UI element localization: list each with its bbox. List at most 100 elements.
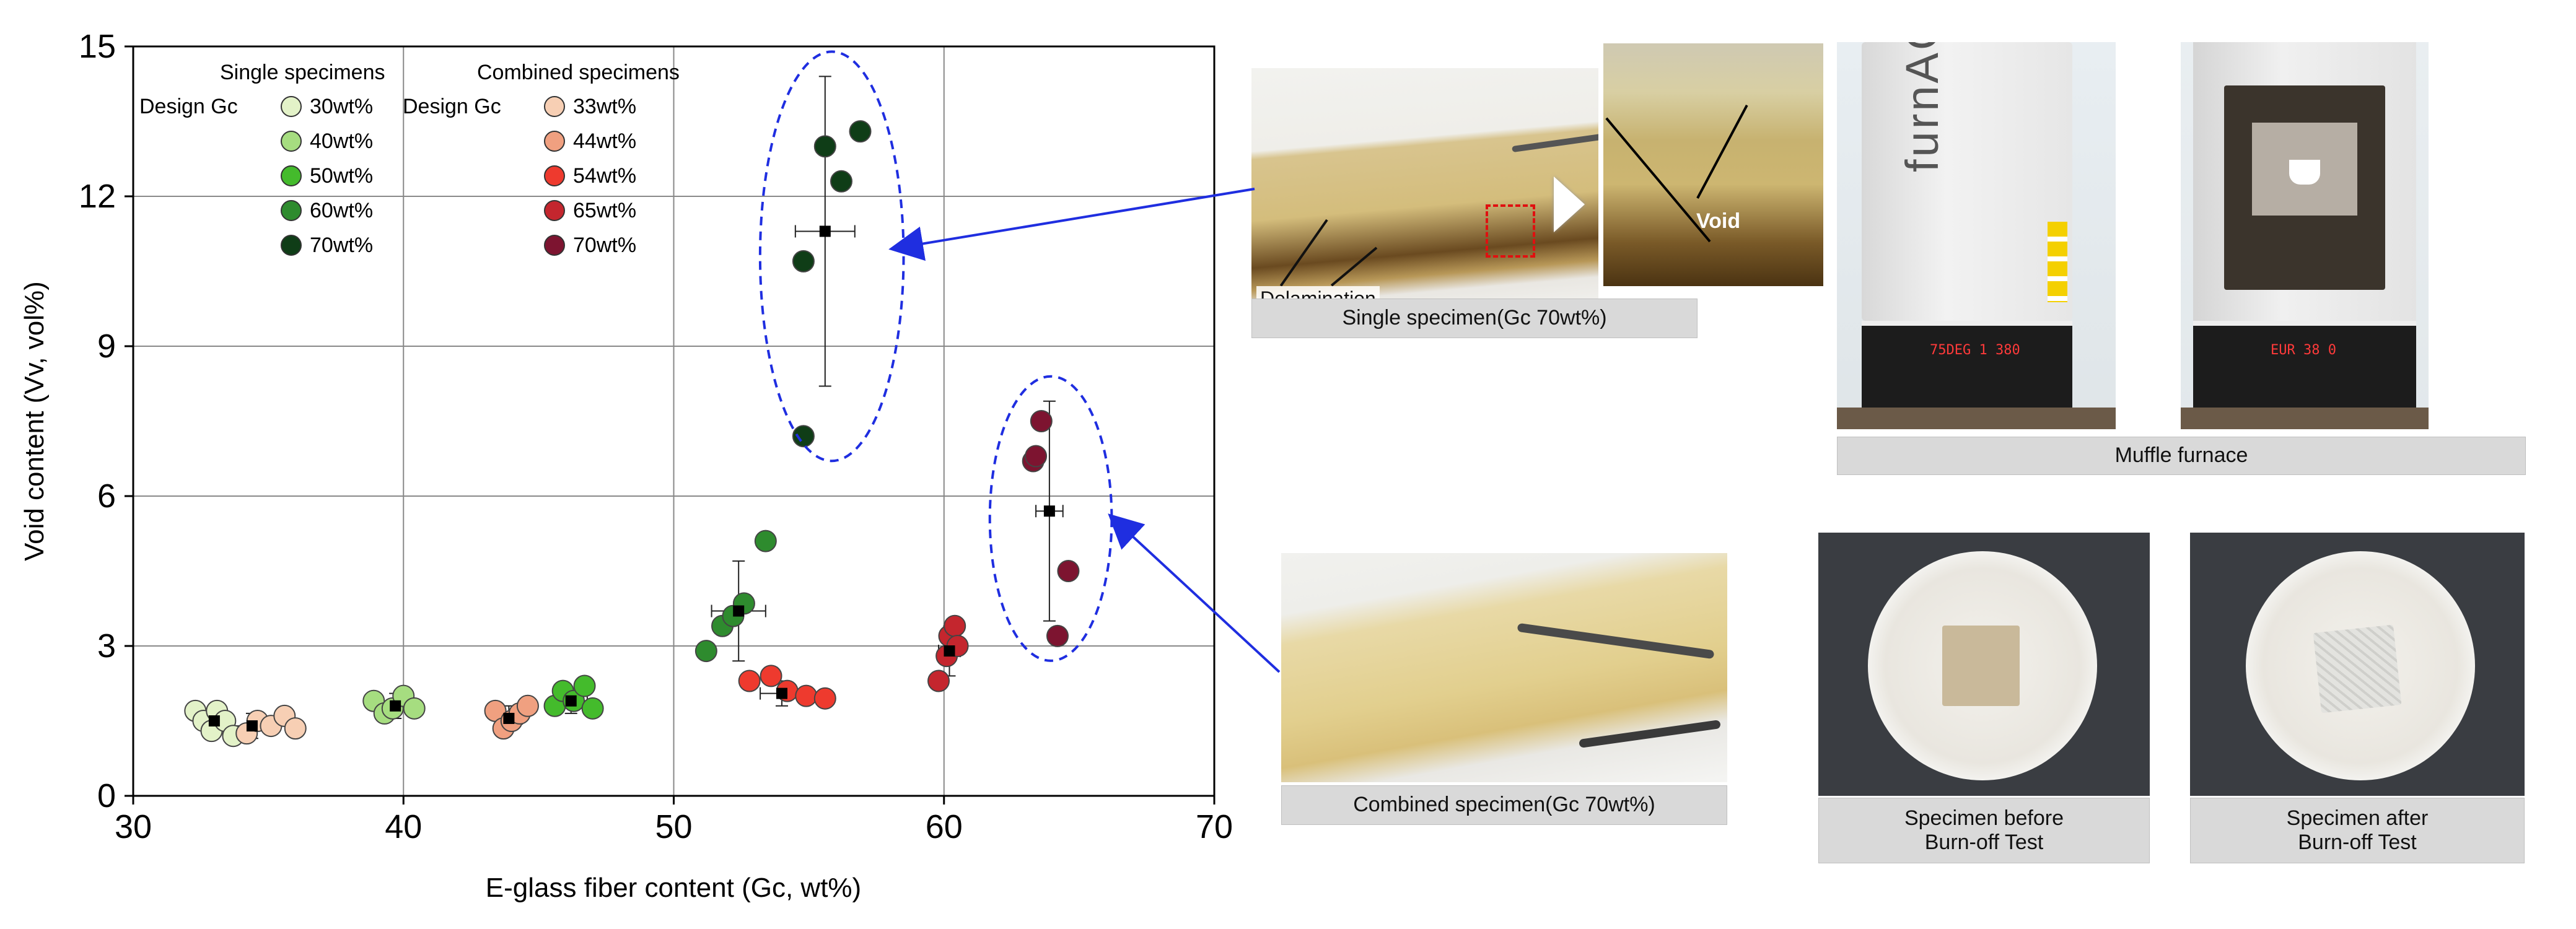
data-point [403,697,426,720]
x-tick-label: 30 [115,808,152,845]
data-point [813,135,836,158]
x-tick-label: 50 [655,808,692,845]
data-point [1046,624,1069,647]
furnace-body [1862,42,2072,321]
legend-marker [281,200,302,221]
combined-70-ellipse [988,375,1113,662]
mean-marker [565,695,577,707]
data-point [830,170,852,193]
after-burnoff-photo [2190,533,2525,796]
mean-marker [503,712,515,724]
y-tick-label: 12 [79,178,116,215]
mean-marker [819,225,831,237]
legend-entry-label: 33wt% [573,95,636,118]
furnace-panel: furnACE 75DEG 1 380 EUR 38 0 Muffle furn… [1837,42,2526,476]
y-tick-label: 6 [97,478,116,515]
before-caption: Specimen before Burn-off Test [1818,798,2150,863]
single-specimen-photo: Delamination [1251,68,1598,316]
data-point [516,694,539,717]
delamination-arrow-2 [1330,246,1378,287]
legend-combined-title: Combined specimens [477,61,680,84]
legend-marker [544,200,565,221]
combined-caption: Combined specimen(Gc 70wt%) [1281,785,1727,825]
y-tick-label: 0 [97,777,116,814]
zoom-arrow-icon [1554,177,1585,232]
furnace-base [1837,408,2116,429]
x-tick-label: 40 [385,808,422,845]
mean-marker [733,605,745,617]
void-label: Void [1696,209,1741,233]
void-arrow-1 [1696,104,1748,199]
legend-entry-label: 65wt% [573,199,636,222]
x-tick-label: 70 [1196,808,1233,845]
tweezers-shape [1579,720,1721,748]
before-burnoff-panel: Specimen before Burn-off Test [1818,533,2150,864]
legend-entry-label: 44wt% [573,129,636,153]
mean-markers [208,225,1055,732]
furnace-base [2181,408,2429,429]
y-tick-label: 15 [79,28,116,65]
data-point [694,640,717,663]
data-point [849,120,872,143]
furnace-display-1: 75DEG 1 380 [1930,342,2020,358]
combined-specimen-panel: Combined specimen(Gc 70wt%) [1281,553,1727,826]
furnace-closed-photo: furnACE 75DEG 1 380 [1837,42,2116,429]
legend-marker [544,131,565,152]
delamination-arrow-1 [1279,219,1328,287]
legend-entry-label: 70wt% [310,233,373,257]
furnace-display-2: EUR 38 0 [2271,342,2336,358]
data-point [792,425,815,448]
y-tick-label: 3 [97,627,116,665]
data-point [795,684,818,707]
specimen-after [2313,624,2402,713]
mean-marker [776,687,787,699]
data-point [1057,560,1080,582]
legend-combined: Combined specimens Design Gc 33wt% 44wt% 5… [403,61,680,257]
legend-marker [544,96,565,117]
legend-marker [544,165,565,186]
single-caption: Single specimen(Gc 70wt%) [1251,299,1698,338]
data-point [573,674,596,697]
data-point [754,530,777,552]
data-point [813,687,836,710]
furnace-control-panel [1862,321,2072,412]
void-closeup-frame: Void [1603,43,1823,286]
warning-labels [2048,222,2067,302]
furnace-caption: Muffle furnace [1837,437,2526,475]
mean-marker [246,720,258,732]
furnace-brand: furnACE [1896,42,1948,172]
before-burnoff-photo [1818,533,2150,796]
legend-marker [544,235,565,256]
furnace-open-photo: EUR 38 0 [2181,42,2429,429]
legend-entry-label: 60wt% [310,199,373,222]
legend-entry-label: 50wt% [310,164,373,188]
data-point [1030,410,1053,432]
x-tick-label: 60 [926,808,963,845]
legend-single: Single specimens Design Gc 30wt% 40wt% 50w… [139,61,385,257]
zoom-box [1486,204,1535,258]
mean-marker [208,715,220,726]
data-point [944,614,966,637]
data-point [792,250,815,273]
x-axis-label: E-glass fiber content (Gc, wt%) [486,873,861,903]
data-point [738,669,761,692]
scatter-chart: 30 40 50 60 70 0 3 6 9 12 15 E-glass fiber content… [19,28,1233,903]
legend-entry-label: 40wt% [310,129,373,153]
void-arrow-2 [1605,117,1711,243]
tweezers-shape [1512,132,1598,153]
mean-marker [1043,505,1055,517]
after-burnoff-panel: Specimen after Burn-off Test [2190,533,2525,864]
legend-marker [281,235,302,256]
legend-marker [281,96,302,117]
tweezers-shape [1517,622,1715,660]
data-point [581,697,604,720]
data-point [284,717,307,740]
mean-marker [944,645,955,657]
axis-ticks: 30 40 50 60 70 0 3 6 9 12 15 [79,28,1233,845]
legend-combined-subtitle: Design Gc [403,95,501,118]
combined-specimen-photo [1281,553,1727,782]
specimen-before [1942,626,2020,706]
data-point [760,665,782,687]
mean-marker [390,700,401,712]
after-caption: Specimen after Burn-off Test [2190,798,2525,863]
